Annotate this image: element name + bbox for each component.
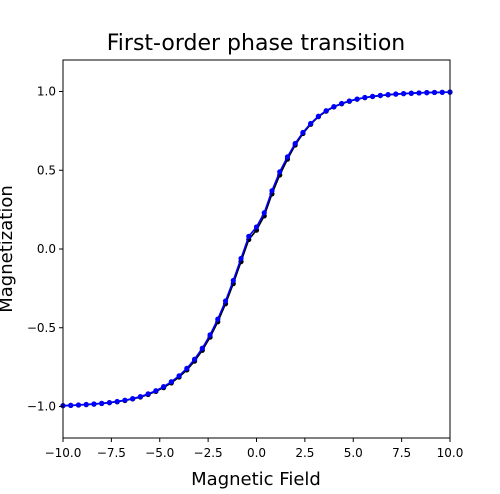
series-1-point bbox=[137, 393, 143, 400]
y-axis-ticks: −1.0 −0.5 0.0 0.5 1.0 bbox=[27, 85, 63, 414]
series-1-point bbox=[83, 401, 89, 408]
series-1-point bbox=[191, 356, 198, 362]
series-1-point bbox=[377, 92, 383, 99]
x-tick-label: 10.0 bbox=[437, 446, 464, 460]
chart-title: First-order phase transition bbox=[107, 31, 406, 56]
series-1-point bbox=[222, 298, 229, 304]
x-tick-label: 7.5 bbox=[392, 446, 411, 460]
series-1-point bbox=[122, 397, 128, 403]
series-1-point bbox=[400, 90, 407, 97]
x-tick-label: −2.5 bbox=[194, 446, 223, 460]
series-1-point bbox=[168, 379, 174, 385]
series-1-point bbox=[300, 129, 306, 136]
series-1-point bbox=[346, 98, 352, 104]
series-1-point bbox=[199, 345, 205, 351]
series-1-point bbox=[145, 391, 151, 397]
series-1-point bbox=[439, 89, 445, 95]
series-1-point bbox=[238, 255, 244, 262]
series-1-point bbox=[68, 402, 74, 408]
series-1-point bbox=[161, 384, 167, 390]
series-0-line bbox=[62, 91, 451, 407]
y-tick-label: −0.5 bbox=[27, 321, 56, 335]
series-1-point bbox=[354, 96, 360, 102]
x-tick-label: −5.0 bbox=[145, 446, 174, 460]
series-1-point bbox=[130, 396, 136, 402]
series-1-point bbox=[176, 373, 182, 379]
series-1-point bbox=[153, 388, 159, 394]
x-tick-label: 5.0 bbox=[344, 446, 363, 460]
series-1-point bbox=[323, 108, 329, 114]
series-1-line bbox=[62, 91, 451, 407]
y-tick-label: 0.0 bbox=[37, 242, 56, 256]
plot-frame bbox=[62, 59, 451, 439]
series-1-point bbox=[230, 277, 236, 284]
series-1-point bbox=[75, 402, 82, 408]
series-1-point bbox=[331, 104, 337, 110]
series-1-point bbox=[308, 120, 314, 127]
series-1-point bbox=[408, 90, 414, 96]
series-1-point bbox=[339, 100, 345, 107]
series-1-point bbox=[184, 365, 190, 371]
series-1-point bbox=[114, 398, 120, 405]
series-1-point bbox=[370, 93, 376, 99]
y-tick-label: −1.0 bbox=[27, 400, 56, 414]
series-1-point bbox=[385, 92, 391, 98]
series-1-point bbox=[362, 94, 368, 101]
series-1-point bbox=[424, 90, 430, 96]
series-1-point bbox=[292, 140, 298, 147]
series-1-point bbox=[315, 113, 322, 119]
series-1-point bbox=[431, 89, 438, 96]
series-1-point bbox=[277, 169, 283, 175]
y-tick-label: 0.5 bbox=[37, 163, 56, 177]
series-1-point bbox=[207, 332, 213, 338]
series-1-point bbox=[215, 316, 221, 322]
x-tick-label: 0.0 bbox=[247, 446, 266, 460]
x-tick-label: 2.5 bbox=[295, 446, 314, 460]
series-1-point bbox=[416, 90, 422, 96]
series-1-point bbox=[284, 154, 291, 160]
x-tick-label: −7.5 bbox=[97, 446, 126, 460]
x-tick-label: −10.0 bbox=[45, 446, 82, 460]
series-1-point bbox=[106, 399, 113, 406]
x-axis-label: Magnetic Field bbox=[191, 469, 321, 490]
plot-area bbox=[60, 89, 453, 409]
y-axis-label: Magnetization bbox=[0, 185, 17, 313]
series-1-point bbox=[261, 210, 267, 216]
series-1-point bbox=[269, 188, 275, 194]
series-1-point bbox=[91, 401, 97, 407]
series-1-point bbox=[246, 233, 252, 239]
series-1-point bbox=[99, 400, 105, 406]
series-1-point bbox=[393, 91, 399, 97]
x-axis-ticks: −10.0 −7.5 −5.0 −2.5 0.0 2.5 5.0 7.5 10.0 bbox=[45, 438, 464, 460]
y-tick-label: 1.0 bbox=[37, 85, 56, 99]
series-1-point bbox=[253, 224, 260, 230]
